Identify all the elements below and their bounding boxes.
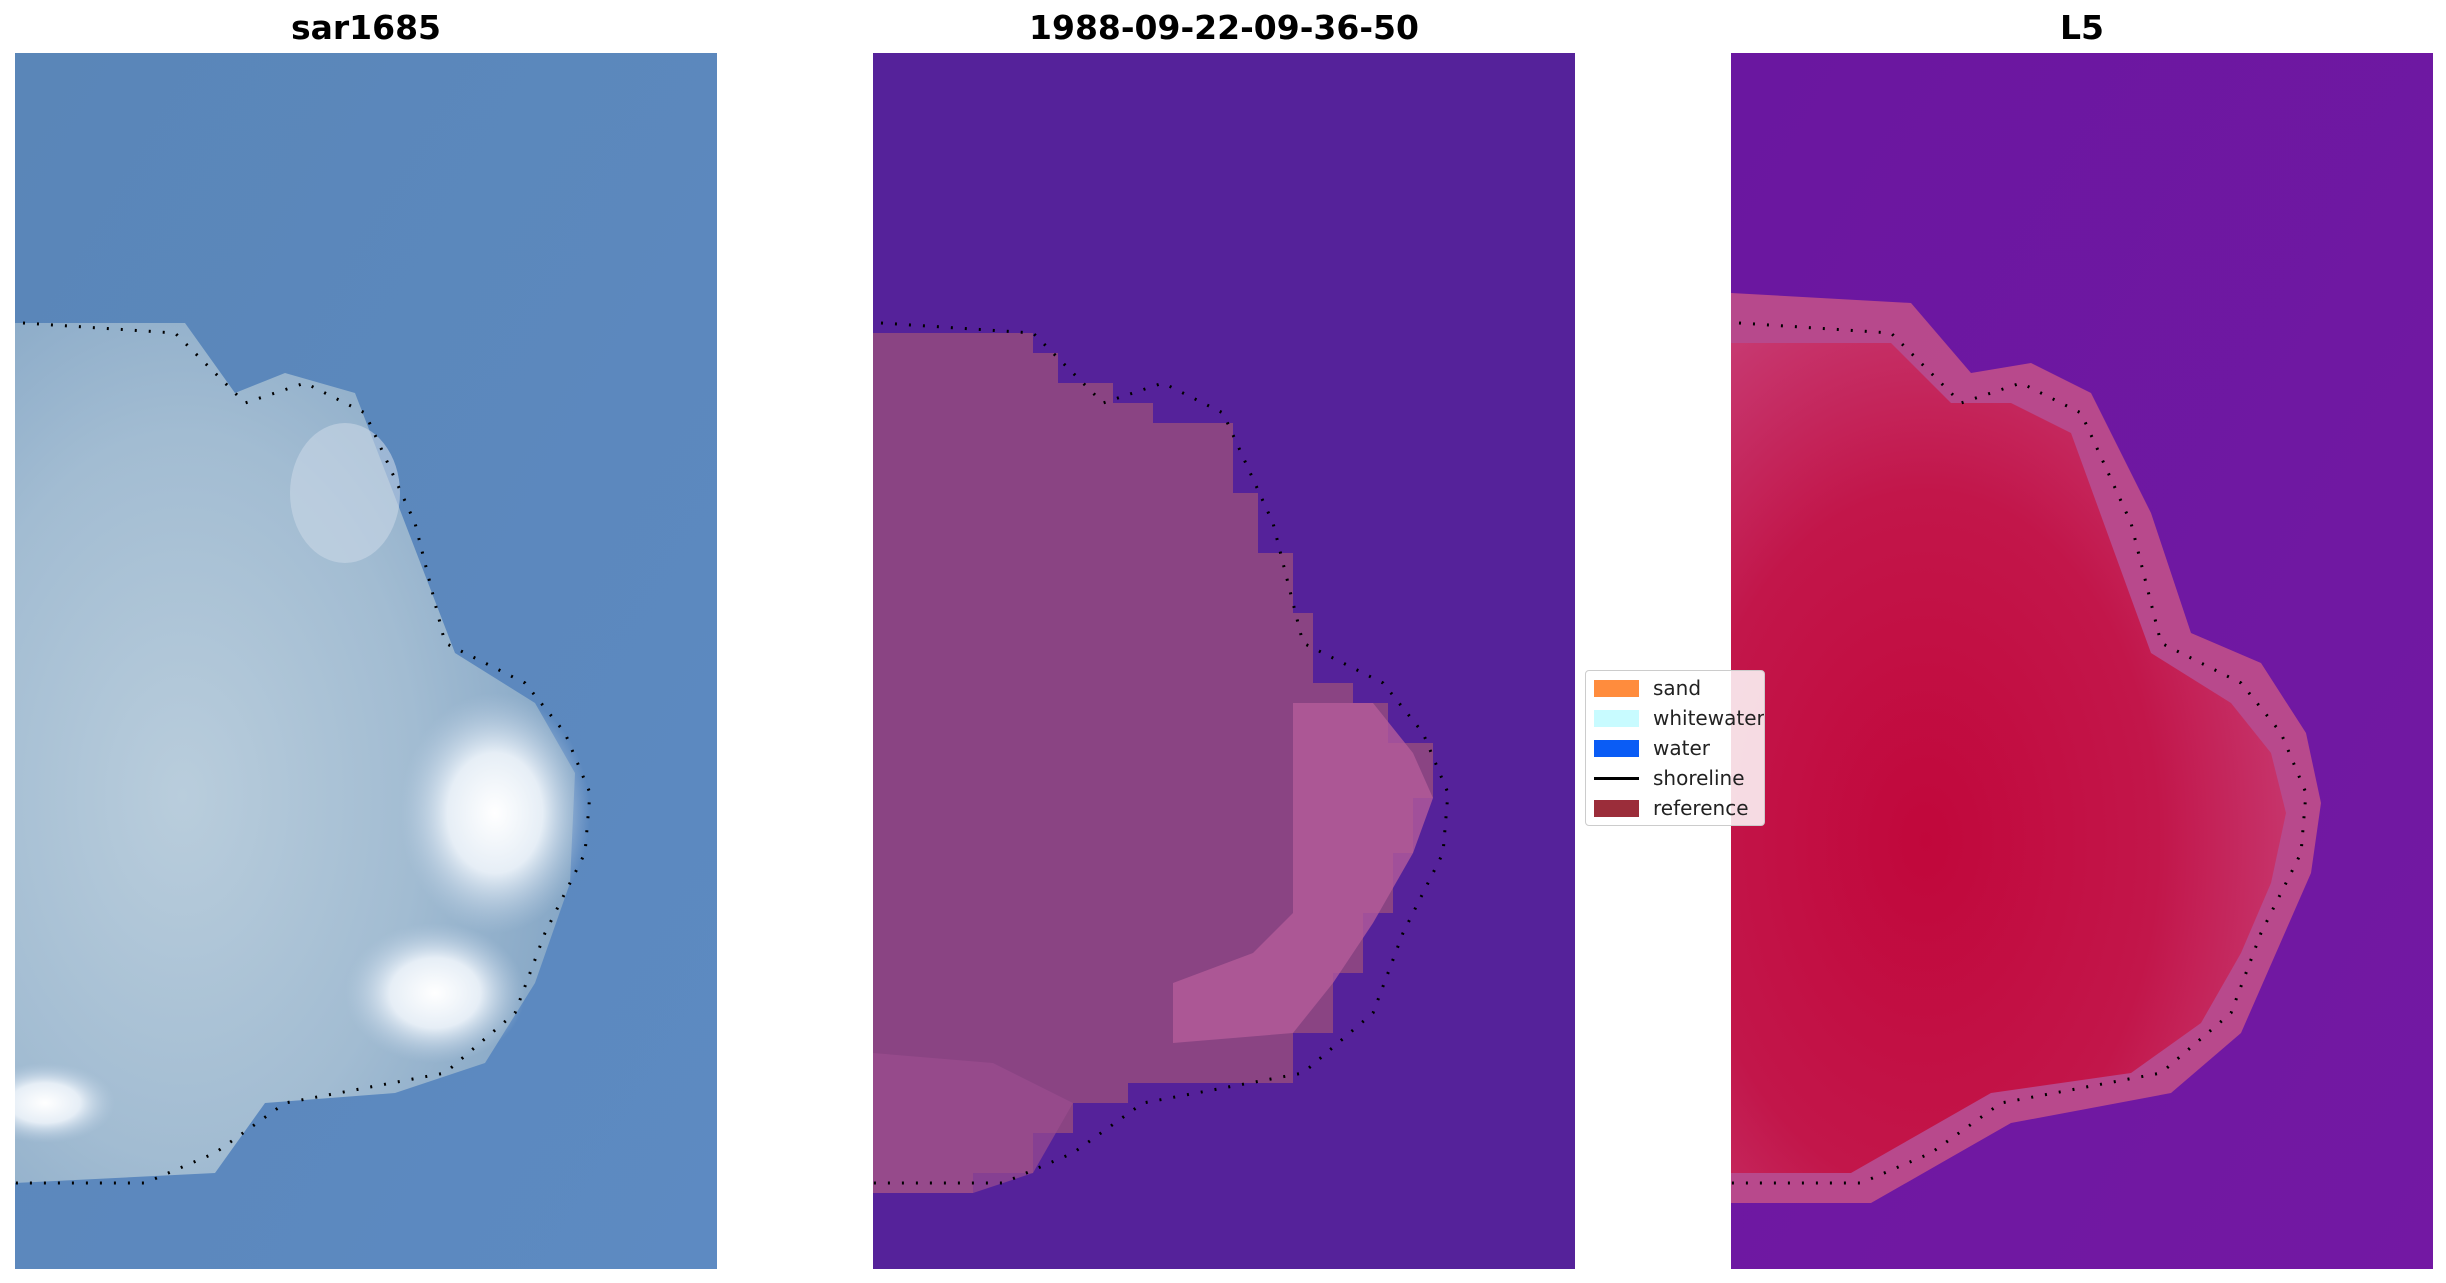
rgb-image bbox=[15, 53, 717, 1269]
legend-label: sand bbox=[1653, 676, 1702, 700]
shoreline-dots bbox=[873, 321, 1450, 1185]
classification-panel bbox=[873, 53, 1575, 1269]
whitewater-swatch bbox=[1594, 709, 1639, 727]
whitewater-patch bbox=[400, 693, 590, 933]
legend-item-water: water bbox=[1594, 735, 1710, 761]
land-class-edge bbox=[1173, 703, 1433, 1043]
sand-swatch bbox=[1594, 679, 1639, 697]
classification-image bbox=[873, 53, 1575, 1269]
legend-label: whitewater bbox=[1653, 706, 1765, 730]
legend-item-reference: reference bbox=[1594, 795, 1749, 821]
legend-label: shoreline bbox=[1653, 766, 1745, 790]
whitewater-patch bbox=[15, 1063, 115, 1143]
land-index-area bbox=[1731, 343, 2286, 1173]
rgb-image-panel bbox=[15, 53, 717, 1269]
legend-item-sand: sand bbox=[1594, 675, 1701, 701]
panel-title-index: L5 bbox=[2060, 8, 2104, 47]
reference-swatch bbox=[1594, 799, 1639, 817]
legend: sand whitewater water shoreline referenc… bbox=[1585, 670, 1765, 826]
shoreline-dots bbox=[1731, 321, 2308, 1185]
legend-label: water bbox=[1653, 736, 1710, 760]
panel-title-rgb: sar1685 bbox=[290, 8, 442, 47]
panel-title-classification: 1988-09-22-09-36-50 bbox=[1029, 8, 1419, 47]
index-panel bbox=[1731, 53, 2433, 1269]
index-image bbox=[1731, 53, 2433, 1269]
legend-label: reference bbox=[1653, 796, 1749, 820]
shoreline-line-icon bbox=[1594, 776, 1639, 780]
land-highlight bbox=[290, 423, 400, 563]
whitewater-patch bbox=[345, 923, 525, 1063]
legend-item-shoreline: shoreline bbox=[1594, 765, 1745, 791]
land-class-edge bbox=[873, 1053, 1073, 1193]
water-swatch bbox=[1594, 739, 1639, 757]
shoreline-dots bbox=[15, 321, 592, 1185]
legend-item-whitewater: whitewater bbox=[1594, 705, 1765, 731]
